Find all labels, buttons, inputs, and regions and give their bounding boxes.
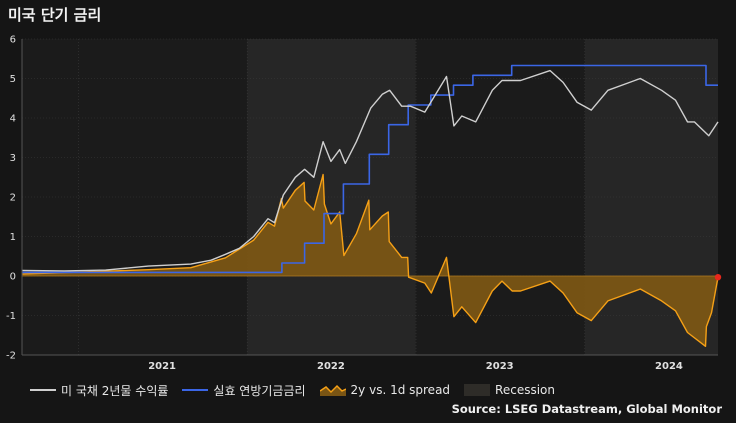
y-tick-label: -1 [6,311,16,322]
spread-area [22,174,718,347]
legend-line-icon [30,389,56,391]
legend: 미 국채 2년물 수익률 실효 연방기금금리 2y vs. 1d spread … [30,382,569,398]
legend-area-icon [319,384,346,396]
legend-item-2y-yield: 미 국채 2년물 수익률 [30,382,168,399]
spread-fill [22,174,718,347]
y-tick-label: 6 [10,35,16,46]
y-tick-label: 0 [10,272,16,283]
axis-labels: -2 -1 0 1 2 3 4 5 6 2021 2022 2023 2024 [6,35,718,372]
source-note: Source: LSEG Datastream, Global Monitor [451,402,722,416]
legend-label: Recession [495,383,555,397]
x-tick-label: 2022 [317,361,345,372]
y-tick-label: 4 [10,114,16,125]
chart-svg: -2 -1 0 1 2 3 4 5 6 2021 2022 2023 2024 [6,35,722,372]
x-tick-label: 2024 [655,361,683,372]
legend-item-fed-funds: 실효 연방기금금리 [182,382,306,399]
legend-item-recession: Recession [464,383,555,397]
legend-label: 2y vs. 1d spread [350,383,451,397]
legend-line-icon [182,389,209,391]
x-tick-label: 2023 [486,361,514,372]
series-line-fed-funds [22,64,718,274]
series-line-spread [21,173,719,347]
spread-last-point-marker [714,273,722,281]
legend-box-icon [464,384,491,396]
chart-title: 미국 단기 금리 [8,6,102,24]
series-line-2y-yield [21,69,719,272]
y-tick-label: -2 [6,351,16,362]
series-lines [21,64,722,347]
y-tick-label: 1 [10,232,16,243]
legend-label: 미 국채 2년물 수익률 [61,383,169,398]
y-tick-label: 5 [10,74,16,85]
legend-item-spread: 2y vs. 1d spread [319,383,451,397]
y-tick-label: 2 [10,193,16,204]
y-tick-label: 3 [10,153,16,164]
x-tick-label: 2021 [148,361,176,372]
legend-label: 실효 연방기금금리 [213,383,306,398]
